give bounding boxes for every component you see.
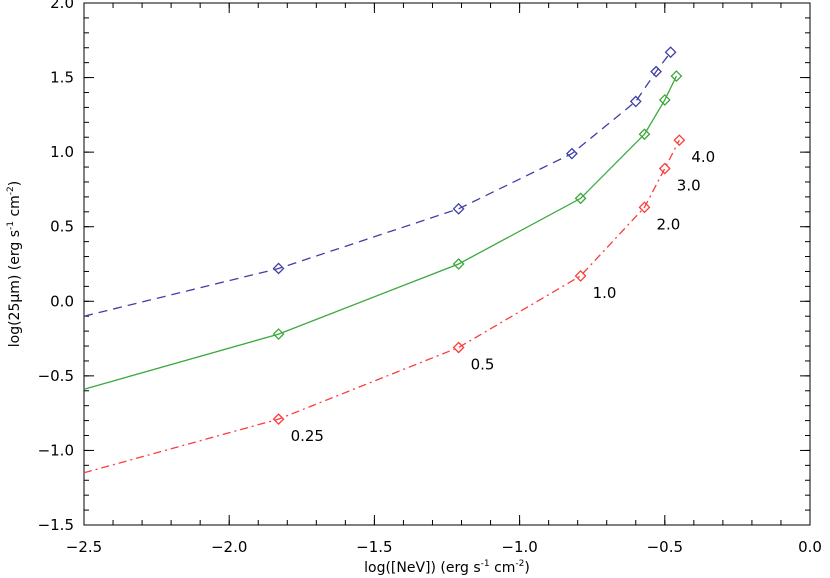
y-tick-label: −1.5 (38, 516, 74, 534)
series-line-red (83, 139, 680, 474)
annotation-label: 1.0 (593, 284, 617, 302)
marker-green (272, 328, 285, 341)
annotation-label: 0.5 (471, 356, 495, 374)
marker-red (452, 341, 465, 354)
marker-blue (452, 202, 465, 215)
x-tick-label: 0.0 (798, 538, 822, 556)
y-tick-label: −1.0 (38, 441, 74, 459)
series-lines (83, 51, 680, 474)
series-line-blue (83, 51, 672, 317)
marker-blue (565, 147, 578, 160)
marker-blue (629, 95, 642, 108)
series-markers (272, 46, 686, 426)
annotation-label: 4.0 (691, 148, 715, 166)
marker-red (638, 201, 651, 214)
x-axis-title: log([NeV]) (erg s-1 cm-2) (364, 559, 530, 576)
annotation-label: 0.25 (291, 427, 324, 445)
annotation-label: 2.0 (656, 215, 680, 233)
x-tick-label: −1.5 (356, 538, 392, 556)
annotation-label: 3.0 (677, 177, 701, 195)
x-tick-label: −2.5 (66, 538, 102, 556)
marker-red (574, 270, 587, 282)
y-tick-label: −0.5 (38, 367, 74, 385)
marker-red (272, 413, 285, 426)
marker-red (673, 134, 686, 147)
y-axis-title: log(25μm) (erg s-1 cm-2) (6, 181, 23, 348)
axis-ticks: −2.5 −2.0 −1.5 −1.0 −0.5 0.0 −1.5 −1.0 −0.5 0.0 0.… (38, 0, 822, 556)
x-tick-label: −1.0 (501, 538, 537, 556)
marker-green (658, 94, 671, 106)
marker-green (638, 128, 651, 141)
marker-blue (650, 65, 663, 78)
y-tick-label: 1.0 (50, 143, 74, 161)
y-tick-label: 1.5 (50, 69, 74, 87)
marker-green (452, 258, 465, 270)
y-tick-label: 2.0 (50, 0, 74, 12)
marker-red (658, 162, 671, 175)
x-tick-label: −0.5 (647, 538, 683, 556)
plot-frame (83, 2, 811, 526)
y-tick-label: 0.0 (50, 292, 74, 310)
y-tick-label: 0.5 (50, 218, 74, 236)
marker-blue (272, 262, 285, 275)
series-line-green (83, 75, 677, 390)
marker-green (574, 192, 587, 205)
point-annotations: 0.25 0.5 1.0 2.0 3.0 4.0 (291, 148, 716, 445)
marker-green (670, 70, 683, 82)
marker-blue (664, 46, 677, 59)
x-tick-label: −2.0 (211, 538, 247, 556)
